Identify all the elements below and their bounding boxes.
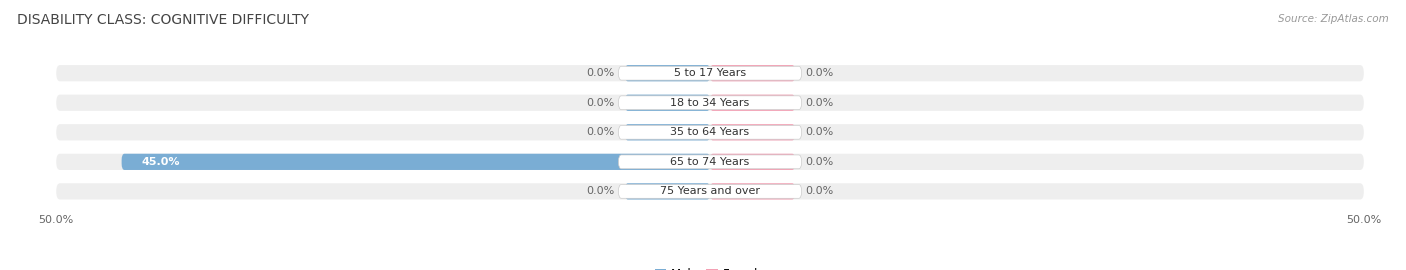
FancyBboxPatch shape — [56, 94, 1364, 111]
Text: 0.0%: 0.0% — [586, 127, 614, 137]
FancyBboxPatch shape — [710, 183, 794, 200]
FancyBboxPatch shape — [626, 124, 710, 140]
Text: 0.0%: 0.0% — [586, 186, 614, 196]
Text: 5 to 17 Years: 5 to 17 Years — [673, 68, 747, 78]
FancyBboxPatch shape — [619, 184, 801, 198]
FancyBboxPatch shape — [710, 154, 794, 170]
FancyBboxPatch shape — [56, 154, 1364, 170]
Legend: Male, Female: Male, Female — [650, 264, 770, 270]
Text: 0.0%: 0.0% — [806, 98, 834, 108]
FancyBboxPatch shape — [619, 66, 801, 80]
FancyBboxPatch shape — [619, 96, 801, 110]
Text: 0.0%: 0.0% — [806, 68, 834, 78]
Text: Source: ZipAtlas.com: Source: ZipAtlas.com — [1278, 14, 1389, 23]
FancyBboxPatch shape — [626, 183, 710, 200]
FancyBboxPatch shape — [626, 94, 710, 111]
Text: 18 to 34 Years: 18 to 34 Years — [671, 98, 749, 108]
Text: 65 to 74 Years: 65 to 74 Years — [671, 157, 749, 167]
FancyBboxPatch shape — [710, 94, 794, 111]
FancyBboxPatch shape — [626, 65, 710, 81]
FancyBboxPatch shape — [619, 155, 801, 169]
Text: 0.0%: 0.0% — [806, 186, 834, 196]
Text: DISABILITY CLASS: COGNITIVE DIFFICULTY: DISABILITY CLASS: COGNITIVE DIFFICULTY — [17, 14, 309, 28]
Text: 0.0%: 0.0% — [586, 98, 614, 108]
FancyBboxPatch shape — [56, 65, 1364, 81]
Text: 35 to 64 Years: 35 to 64 Years — [671, 127, 749, 137]
FancyBboxPatch shape — [122, 154, 710, 170]
Text: 0.0%: 0.0% — [806, 127, 834, 137]
FancyBboxPatch shape — [710, 65, 794, 81]
Text: 75 Years and over: 75 Years and over — [659, 186, 761, 196]
FancyBboxPatch shape — [56, 124, 1364, 140]
Text: 0.0%: 0.0% — [806, 157, 834, 167]
FancyBboxPatch shape — [56, 183, 1364, 200]
FancyBboxPatch shape — [619, 125, 801, 139]
Text: 45.0%: 45.0% — [141, 157, 180, 167]
Text: 0.0%: 0.0% — [586, 68, 614, 78]
FancyBboxPatch shape — [710, 124, 794, 140]
